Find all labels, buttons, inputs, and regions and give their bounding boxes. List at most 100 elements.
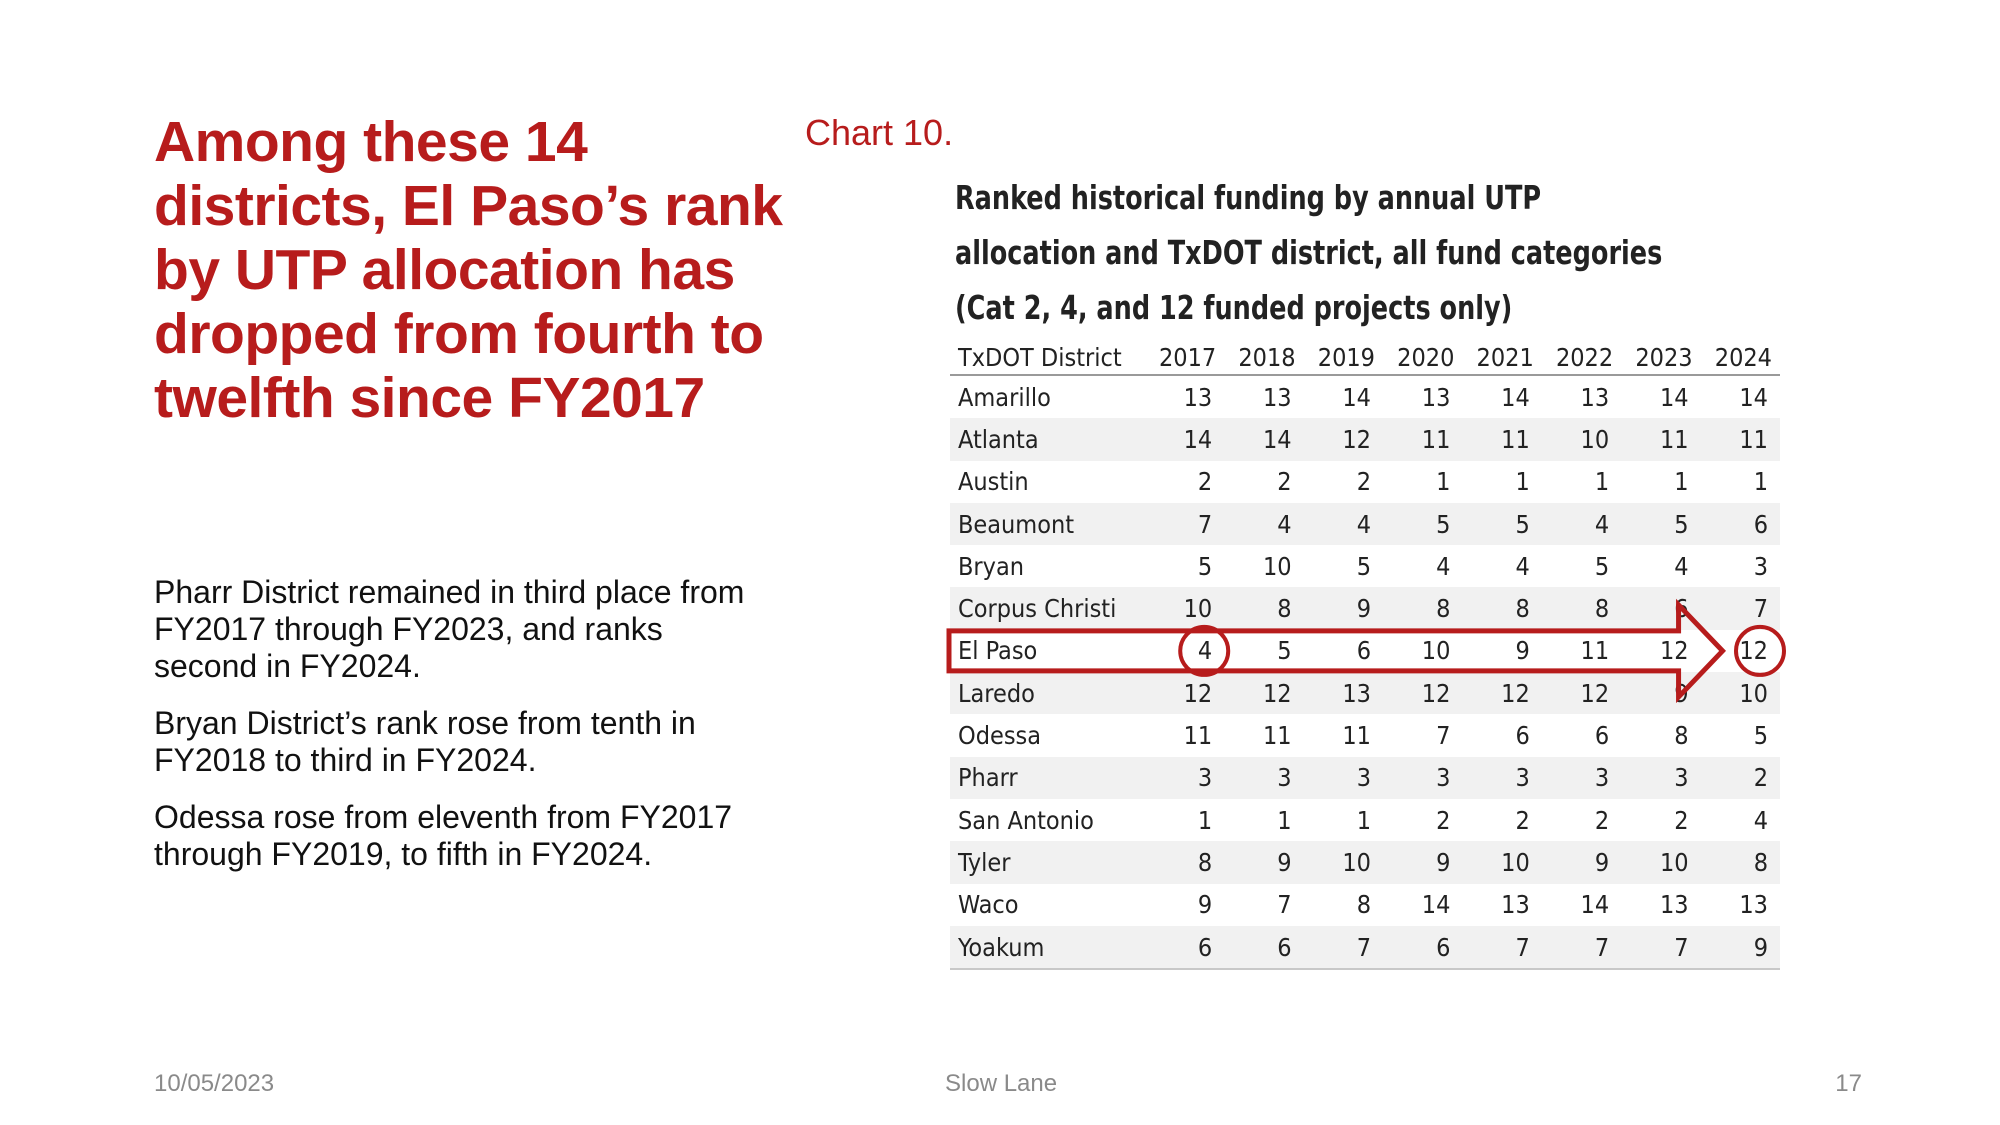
rank-cell: 11 (1462, 418, 1542, 461)
district-name-cell: Tyler (950, 841, 1145, 884)
rank-cell: 6 (1621, 587, 1701, 630)
table-row: Beaumont 7 4 4 5 5 4 5 6 (950, 502, 1780, 546)
rank-cell: 5 (1594, 551, 1610, 581)
table-row: Pharr 3 3 3 3 3 3 3 2 (950, 756, 1780, 799)
rank-cell: 1 (1197, 805, 1213, 835)
rank-cell: 4 (1674, 551, 1689, 581)
column-header-year: 2020 (1383, 340, 1463, 376)
column-header-year: 2024 (1700, 340, 1780, 376)
rank-cell: 2 (1436, 805, 1451, 835)
page-number: 17 (1835, 1070, 1862, 1097)
rank-cell: 14 (1501, 382, 1530, 412)
rank-cell: 8 (1674, 721, 1689, 751)
rank-cell: 9 (1621, 672, 1701, 715)
rank-cell: 9 (1700, 925, 1780, 971)
rank-cell: 10 (1421, 636, 1451, 666)
rank-cell: 11 (1262, 721, 1292, 751)
rank-cell: 1 (1594, 467, 1610, 497)
rank-cell: 3 (1303, 756, 1383, 799)
footer-title: Slow Lane (945, 1070, 1058, 1097)
rank-cell: 14 (1144, 418, 1225, 461)
rank-cell: 3 (1144, 756, 1225, 799)
district-name-cell: Beaumont (950, 502, 1145, 546)
rank-cell: 3 (1541, 756, 1622, 799)
table-row: Waco 9 7 8 14 13 14 13 13 (950, 884, 1780, 926)
rank-cell: 2 (1700, 756, 1780, 799)
rank-cell: 8 (1144, 841, 1225, 884)
rank-cell: 12 (1739, 636, 1768, 666)
body-paragraph-pharr: Pharr District remained in third place f… (154, 574, 745, 684)
rank-cell: 12 (1462, 672, 1542, 715)
rank-cell: 10 (1541, 418, 1622, 461)
slide-headline: Among these 14 districts, El Paso’s rank… (154, 110, 783, 430)
rank-cell: 6 (1383, 925, 1463, 971)
district-name-cell: Atlanta (950, 418, 1145, 461)
rank-cell: 3 (1224, 756, 1304, 799)
column-header-year: 2017 (1144, 340, 1225, 376)
rank-cell: 11 (1183, 721, 1213, 751)
rank-cell: 5 (1621, 502, 1701, 546)
footer-date: 10/05/2023 (154, 1070, 275, 1097)
rank-cell: 2 (1197, 467, 1213, 497)
rank-cell: 12 (1659, 636, 1689, 666)
district-name-cell: Odessa (958, 721, 1042, 751)
rank-cell: 13 (1303, 672, 1383, 715)
rank-cell: 12 (1224, 672, 1304, 715)
rank-cell: 14 (1342, 382, 1371, 412)
rank-cell: 14 (1739, 382, 1768, 412)
table-row: Atlanta 14 14 12 11 11 10 11 11 (950, 418, 1780, 461)
rank-cell: 4 (1541, 502, 1622, 546)
rank-cell: 7 (1277, 890, 1292, 920)
rank-cell: 8 (1224, 587, 1304, 630)
rank-cell: 6 (1144, 925, 1225, 971)
rank-cell: 2 (1277, 467, 1292, 497)
rank-cell: 12 (1541, 672, 1622, 715)
rank-cell: 1 (1753, 467, 1768, 497)
rank-cell: 2 (1594, 805, 1610, 835)
rank-cell: 14 (1224, 418, 1304, 461)
rank-cell: 4 (1303, 502, 1383, 546)
rank-cell: 10 (1144, 587, 1225, 630)
rank-cell: 1 (1674, 467, 1689, 497)
district-name-cell: Corpus Christi (950, 587, 1145, 630)
district-name-cell: Austin (958, 467, 1029, 497)
rank-cell: 1 (1356, 805, 1371, 835)
rank-cell: 11 (1342, 721, 1371, 751)
rank-cell: 1 (1436, 467, 1451, 497)
rank-cell: 9 (1515, 636, 1530, 666)
district-name-cell: San Antonio (958, 805, 1094, 835)
rank-cell: 13 (1421, 382, 1451, 412)
column-header-year: 2021 (1462, 340, 1542, 376)
body-paragraph-bryan: Bryan District’s rank rose from tenth in… (154, 705, 696, 778)
rank-cell: 10 (1262, 551, 1292, 581)
rank-cell: 6 (1356, 636, 1371, 666)
rank-cell: 5 (1383, 502, 1463, 546)
table-row: Bryan 5 10 5 4 4 5 4 3 (950, 545, 1780, 587)
rank-cell: 13 (1580, 382, 1610, 412)
ranking-table-wrapper: TxDOT District 2017 2018 2019 2020 2021 2022 20… (950, 340, 1780, 971)
rank-cell: 4 (1515, 551, 1530, 581)
district-name-cell: El Paso (958, 636, 1038, 666)
rank-cell: 11 (1621, 418, 1701, 461)
rank-cell: 8 (1356, 890, 1371, 920)
rank-cell: 2 (1356, 467, 1371, 497)
rank-cell: 7 (1144, 502, 1225, 546)
rank-cell: 6 (1224, 925, 1304, 971)
rank-cell: 9 (1383, 841, 1463, 884)
rank-cell: 10 (1621, 841, 1701, 884)
rank-cell: 13 (1659, 890, 1689, 920)
table-row: El Paso 4 5 6 10 9 11 12 12 (950, 630, 1780, 672)
rank-cell: 7 (1303, 925, 1383, 971)
rank-cell: 12 (1144, 672, 1225, 715)
rank-cell: 7 (1621, 925, 1701, 971)
district-name-cell: Bryan (958, 551, 1025, 581)
rank-cell: 3 (1621, 756, 1701, 799)
district-name-cell: Laredo (950, 672, 1145, 715)
rank-cell: 8 (1700, 841, 1780, 884)
rank-cell: 5 (1753, 721, 1768, 751)
rank-cell: 13 (1262, 382, 1292, 412)
rank-cell: 5 (1197, 551, 1213, 581)
table-row: Laredo 12 12 13 12 12 12 9 10 (950, 672, 1780, 715)
rank-cell: 13 (1501, 890, 1530, 920)
rank-cell: 11 (1700, 418, 1780, 461)
